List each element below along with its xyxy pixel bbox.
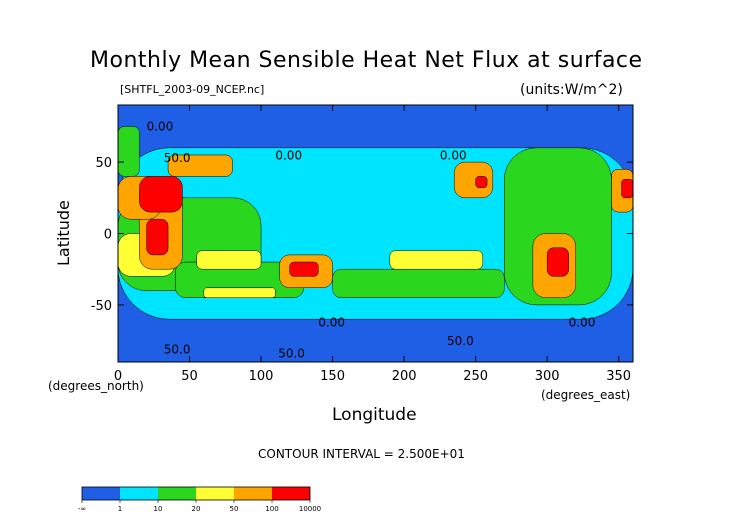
x-unit-label: (degrees_east) [541, 388, 631, 402]
colorbar-swatch-4 [234, 487, 272, 500]
y-tick-label-0: -50 [91, 299, 112, 314]
colorbar-label-3: 20 [192, 505, 201, 513]
field-region-18 [139, 176, 183, 213]
x-tick-label-4: 200 [392, 369, 417, 384]
contour-label-4: 0.00 [318, 315, 345, 329]
field-region-22 [621, 178, 633, 199]
x-tick-label-5: 250 [463, 369, 488, 384]
field-region-8 [389, 250, 484, 270]
colorbar-swatch-1 [120, 487, 158, 500]
chart-title: Monthly Mean Sensible Heat Net Flux at s… [90, 48, 643, 73]
x-tick-label-2: 100 [249, 369, 274, 384]
field-region-3 [332, 268, 505, 299]
field-region-17 [146, 218, 169, 256]
heatmap-field [118, 105, 633, 362]
x-tick-label-0: 0 [114, 369, 122, 384]
axes: 0 50 100 150 200 250 300 350 -50 0 50 [91, 105, 633, 384]
contour-label-1: 50.0 [164, 151, 191, 165]
y-tick-label-2: 50 [95, 156, 112, 171]
x-tick-label-7: 350 [606, 369, 631, 384]
colorbar-label-5: 100 [265, 505, 278, 513]
y-unit-label: (degrees_north) [48, 379, 144, 393]
contour-label-6: 50.0 [164, 342, 191, 356]
x-axis-label: Longitude [332, 405, 417, 425]
colorbar-label-2: 10 [154, 505, 163, 513]
field-region-7 [196, 250, 262, 270]
colorbar: -∞ 1 10 20 50 100 10000 [78, 486, 321, 513]
field-region-21 [475, 176, 488, 189]
field-region-16 [167, 154, 233, 177]
field-region-19 [289, 261, 319, 277]
contour-label-3: 0.00 [440, 148, 467, 162]
contour-label-5: 0.00 [569, 315, 596, 329]
field-region-5 [504, 147, 612, 306]
colorbar-swatch-0 [82, 487, 120, 500]
field-region-4 [118, 126, 140, 177]
field-region-9 [203, 287, 276, 298]
x-tick-label-1: 50 [181, 369, 198, 384]
colorbar-label-0: -∞ [78, 505, 86, 513]
colorbar-label-1: 1 [118, 505, 122, 513]
field-region-12 [453, 161, 494, 199]
x-tick-label-3: 150 [320, 369, 345, 384]
contour-label-7: 50.0 [278, 347, 305, 361]
contour-labels: 0.00 50.0 0.00 0.00 0.00 0.00 50.0 50.0 50.0 [147, 120, 596, 361]
contour-label-0: 0.00 [147, 120, 174, 134]
contour-label-2: 0.00 [275, 148, 302, 162]
colorbar-swatch-2 [158, 487, 196, 500]
colorbar-swatch-5 [272, 487, 310, 500]
y-tick-label-1: 0 [104, 228, 112, 243]
chart-subtitle: [SHTFL_2003-09_NCEP.nc] [120, 83, 265, 96]
x-tick-label-6: 300 [535, 369, 560, 384]
field-region-20 [546, 247, 569, 277]
units-label: (units:W/m^2) [520, 82, 623, 98]
contour-interval: CONTOUR INTERVAL = 2.500E+01 [258, 447, 465, 461]
colorbar-swatch-3 [196, 487, 234, 500]
colorbar-label-6: 10000 [299, 505, 321, 513]
colorbar-label-4: 50 [230, 505, 239, 513]
contour-label-8: 50.0 [447, 334, 474, 348]
